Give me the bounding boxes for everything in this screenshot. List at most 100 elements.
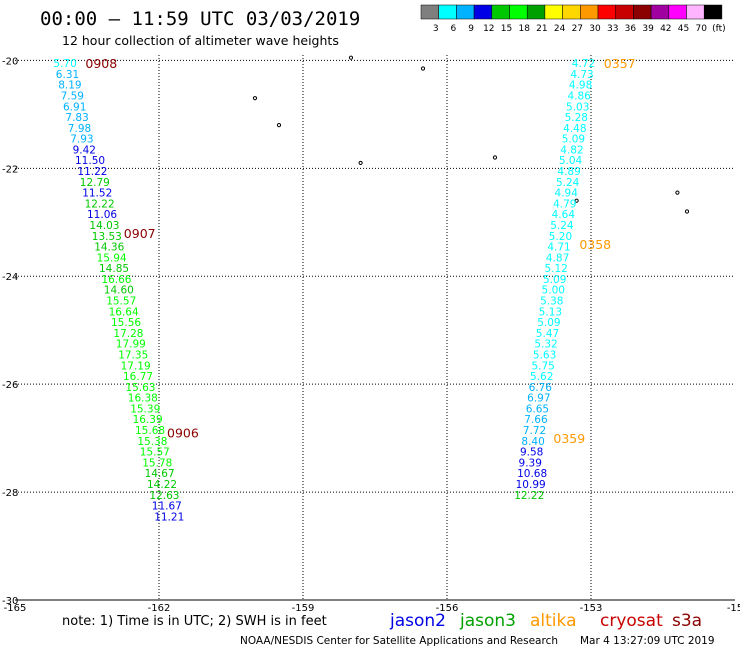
islands-layer xyxy=(252,55,690,214)
swh-value: 4.72 xyxy=(572,58,595,70)
swh-value: 11.06 xyxy=(87,209,117,221)
footer-note: note: 1) Time is in UTC; 2) SWH is in fe… xyxy=(62,614,327,629)
swh-value: 12.79 xyxy=(80,177,110,189)
scale-swatch xyxy=(633,4,652,20)
scale-label: 3 xyxy=(433,24,439,34)
swh-value: 14.03 xyxy=(89,220,119,232)
swh-value: 17.28 xyxy=(113,328,143,340)
swh-value: 4.48 xyxy=(563,123,586,135)
swh-value: 4.87 xyxy=(546,252,569,264)
swh-value: 17.99 xyxy=(116,339,146,351)
swh-value: 5.62 xyxy=(530,371,553,383)
swh-value: 13.53 xyxy=(92,231,122,243)
swh-value: 5.24 xyxy=(556,177,580,189)
swh-value: 8.40 xyxy=(521,436,544,448)
scale-label: 42 xyxy=(660,24,671,34)
lat-lon-grid xyxy=(15,55,735,601)
swh-value: 11.21 xyxy=(154,511,184,523)
swh-value: 5.04 xyxy=(559,155,583,167)
swh-value: 6.65 xyxy=(526,403,549,415)
scale-label: 70 xyxy=(695,24,707,34)
lat-tick-label: -30 xyxy=(2,596,18,607)
swh-value: 15.94 xyxy=(97,252,127,264)
lat-tick-label: -26 xyxy=(2,380,18,391)
swh-value: 14.22 xyxy=(147,479,177,491)
swh-value: 15.68 xyxy=(135,425,165,437)
swh-value: 10.68 xyxy=(517,468,547,480)
jason3-track: 5.706.318.197.596.917.837.987.939.4211.5… xyxy=(53,56,198,523)
scale-label: 45 xyxy=(678,24,689,34)
scale-label: 36 xyxy=(625,24,637,34)
island-marker xyxy=(358,160,363,166)
swh-value: 15.78 xyxy=(142,457,172,469)
swh-value: 5.03 xyxy=(566,101,589,113)
pass-time-label: 0357 xyxy=(604,56,636,71)
swh-value: 5.32 xyxy=(534,339,557,351)
swh-value: 5.38 xyxy=(540,296,563,308)
scale-swatch xyxy=(491,4,510,20)
swh-value: 5.63 xyxy=(533,349,556,361)
swh-value: 8.19 xyxy=(58,80,81,92)
lon-tick-label: -15 xyxy=(727,603,740,614)
swh-value: 4.71 xyxy=(547,242,570,254)
map-title: 00:00 – 11:59 UTC 03/03/2019 xyxy=(40,8,360,30)
island-marker xyxy=(684,209,690,214)
swh-value: 4.82 xyxy=(560,144,583,156)
scale-label: 21 xyxy=(536,24,547,34)
swh-value: 15.57 xyxy=(106,296,136,308)
swh-value: 14.60 xyxy=(104,285,134,297)
scale-swatch xyxy=(562,4,581,20)
scale-swatch xyxy=(544,4,563,20)
satellite-legend-s3a: s3a xyxy=(672,611,702,631)
satellite-legend: jason2 jason3 altika cryosat s3a xyxy=(389,611,702,631)
map-subtitle: 12 hour collection of altimeter wave hei… xyxy=(62,33,339,48)
island-marker xyxy=(675,190,680,195)
scale-label: 33 xyxy=(607,24,618,34)
color-scale-legend: 3 6 9 12 15 18 21 24 27 30 33 36 39 42 45 70 (ft) xyxy=(420,4,726,34)
pass-time-label: 0907 xyxy=(124,226,156,241)
swh-value: 9.42 xyxy=(73,144,96,156)
scale-swatch xyxy=(615,4,634,20)
swh-value: 14.36 xyxy=(94,242,124,254)
scale-swatch xyxy=(473,4,493,20)
swh-value: 5.09 xyxy=(537,317,560,329)
swh-value: 12.22 xyxy=(514,490,544,502)
swh-value: 15.56 xyxy=(111,317,141,329)
swh-value: 6.91 xyxy=(63,101,86,113)
swh-value: 9.58 xyxy=(520,447,543,459)
credit-text: NOAA/NESDIS Center for Satellite Applica… xyxy=(240,635,558,647)
scale-swatch xyxy=(509,4,528,20)
island-marker xyxy=(420,66,426,71)
swh-value: 5.28 xyxy=(565,112,588,124)
lat-tick-label: -24 xyxy=(2,272,18,283)
island-marker xyxy=(492,155,498,160)
swh-value: 7.66 xyxy=(524,414,548,426)
scale-label: 18 xyxy=(518,24,530,34)
swh-value: 5.70 xyxy=(53,58,76,70)
scale-label: 24 xyxy=(554,24,566,34)
pass-time-label: 0359 xyxy=(553,431,585,446)
swh-value: 4.79 xyxy=(553,198,576,210)
scale-label: 30 xyxy=(589,24,601,34)
swh-value: 16.77 xyxy=(123,371,153,383)
island-marker xyxy=(276,123,282,128)
scale-swatch xyxy=(438,4,457,20)
scale-label: (ft) xyxy=(712,24,726,34)
swh-value: 5.47 xyxy=(536,328,559,340)
scale-label: 15 xyxy=(501,24,512,34)
timestamp-text: Mar 4 13:27:09 UTC 2019 xyxy=(580,635,715,647)
swh-value: 15.63 xyxy=(125,382,155,394)
swh-value: 15.57 xyxy=(140,447,170,459)
swh-value: 4.89 xyxy=(557,166,580,178)
scale-label: 27 xyxy=(572,24,583,34)
altimeter-tracks: 5.706.318.197.596.917.837.987.939.4211.5… xyxy=(53,56,635,523)
scale-swatch xyxy=(580,4,599,20)
swh-value: 6.97 xyxy=(527,393,550,405)
swh-value: 7.83 xyxy=(65,112,88,124)
swh-value: 11.67 xyxy=(152,501,182,513)
swh-value: 5.24 xyxy=(550,220,574,232)
lat-tick-label: -20 xyxy=(2,56,18,67)
swh-value: 11.50 xyxy=(75,155,105,167)
swh-value: 6.31 xyxy=(56,69,79,81)
lat-tick-label: -22 xyxy=(2,164,18,175)
